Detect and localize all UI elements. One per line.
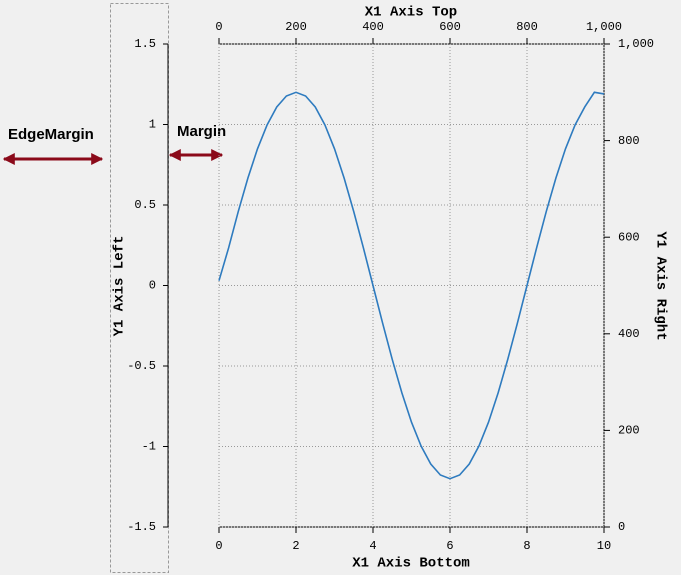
x2-tick-label: 600 [439, 20, 461, 34]
x-tick-label: 8 [523, 539, 530, 553]
right-axis-title: Y1 Axis Right [652, 231, 668, 340]
bottom-axis-title: X1 Axis Bottom [352, 556, 470, 572]
top-axis-title: X1 Axis Top [365, 5, 457, 21]
annotation: EdgeMargin [8, 126, 94, 143]
x2-tick-label: 1,000 [586, 20, 622, 34]
y-tick-label: 1 [149, 118, 156, 132]
x-tick-label: 0 [215, 539, 222, 553]
x-tick-label: 10 [597, 539, 611, 553]
y-tick-label: -0.5 [127, 359, 156, 373]
y-tick-label: -1.5 [127, 520, 156, 534]
y-tick-label: -1 [142, 440, 156, 454]
annotation: Margin [177, 123, 226, 140]
x2-tick-label: 800 [516, 20, 538, 34]
x2-tick-label: 200 [285, 20, 307, 34]
y2-tick-label: 600 [618, 230, 640, 244]
x2-tick-label: 0 [215, 20, 222, 34]
x-tick-label: 6 [446, 539, 453, 553]
y2-tick-label: 0 [618, 520, 625, 534]
left-axis-title: Y1 Axis Left [112, 236, 128, 337]
y2-tick-label: 800 [618, 134, 640, 148]
y2-tick-label: 1,000 [618, 37, 654, 51]
x-tick-label: 2 [292, 539, 299, 553]
data-line [218, 91, 605, 480]
y2-tick-label: 400 [618, 327, 640, 341]
y2-tick-label: 200 [618, 424, 640, 438]
x2-tick-label: 400 [362, 20, 384, 34]
y-tick-label: 1.5 [134, 37, 156, 51]
x-tick-label: 4 [369, 539, 376, 553]
y-tick-label: 0.5 [134, 198, 156, 212]
y-tick-label: 0 [149, 279, 156, 293]
